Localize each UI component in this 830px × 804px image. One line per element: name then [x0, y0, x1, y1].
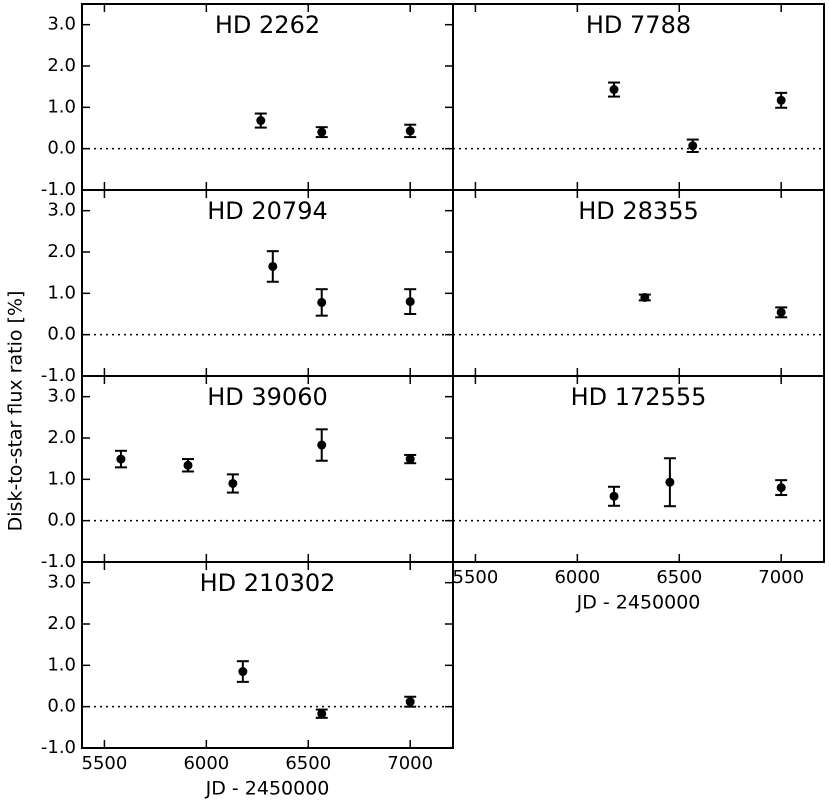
data-point — [776, 307, 786, 317]
y-axis-label: Disk-to-star flux ratio [%] — [5, 291, 27, 532]
y-tick-label: 1.0 — [47, 468, 76, 489]
x-axis-label: JD - 2450000 — [576, 592, 701, 614]
y-tick-label: -1.0 — [41, 179, 76, 200]
y-tick-label: 0.0 — [47, 696, 76, 717]
panel-title: HD 2262 — [215, 11, 320, 39]
y-tick-label: -1.0 — [41, 365, 76, 386]
panel-title: HD 210302 — [200, 569, 336, 597]
data-point — [268, 261, 278, 271]
y-tick-label: 2.0 — [47, 241, 76, 262]
data-point — [776, 95, 786, 105]
panel-title: HD 20794 — [207, 197, 328, 225]
y-tick-label: 1.0 — [47, 96, 76, 117]
y-tick-label: 0.0 — [47, 510, 76, 531]
y-tick-label: 2.0 — [47, 427, 76, 448]
x-tick-label: 7000 — [387, 753, 433, 774]
y-tick-label: 3.0 — [47, 386, 76, 407]
data-point — [405, 126, 415, 136]
panel-title: HD 172555 — [571, 383, 707, 411]
x-tick-label: 6000 — [183, 753, 229, 774]
y-tick-label: 1.0 — [47, 282, 76, 303]
y-tick-label: 2.0 — [47, 55, 76, 76]
data-point — [116, 454, 126, 464]
data-point — [405, 454, 415, 464]
data-point — [609, 491, 619, 501]
data-point — [317, 297, 327, 307]
x-tick-label: 5500 — [82, 753, 128, 774]
data-point — [405, 297, 415, 307]
data-point — [317, 440, 327, 450]
data-point — [183, 460, 193, 470]
data-point — [776, 483, 786, 493]
data-point — [256, 116, 266, 126]
panel-title: HD 7788 — [586, 11, 691, 39]
x-tick-label: 6000 — [554, 567, 600, 588]
x-tick-label: 7000 — [758, 567, 804, 588]
panel-title: HD 39060 — [207, 383, 328, 411]
y-tick-label: 3.0 — [47, 572, 76, 593]
data-point — [609, 85, 619, 95]
data-point — [640, 292, 650, 302]
y-tick-label: 3.0 — [47, 200, 76, 221]
data-point — [688, 141, 698, 151]
plot-frame — [452, 375, 825, 563]
data-point — [317, 709, 327, 719]
x-tick-label: 6500 — [285, 753, 331, 774]
y-tick-label: 1.0 — [47, 654, 76, 675]
y-tick-label: -1.0 — [41, 737, 76, 758]
data-point — [405, 697, 415, 707]
x-tick-label: 5500 — [453, 567, 499, 588]
x-tick-label: 6500 — [656, 567, 702, 588]
data-point — [238, 667, 248, 677]
data-point — [665, 477, 675, 487]
panel-title: HD 28355 — [578, 197, 699, 225]
y-tick-label: 0.0 — [47, 324, 76, 345]
x-axis-label: JD - 2450000 — [205, 778, 330, 800]
y-tick-label: 0.0 — [47, 138, 76, 159]
data-point — [317, 127, 327, 137]
plot-frame — [81, 561, 454, 749]
y-tick-label: -1.0 — [41, 551, 76, 572]
y-tick-label: 3.0 — [47, 14, 76, 35]
data-point — [228, 478, 238, 488]
y-tick-label: 2.0 — [47, 613, 76, 634]
